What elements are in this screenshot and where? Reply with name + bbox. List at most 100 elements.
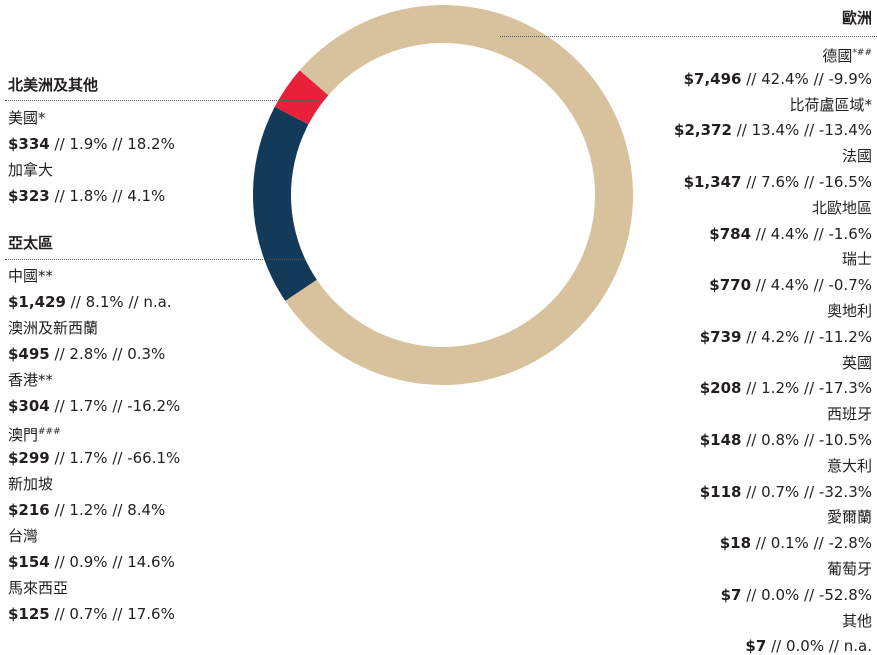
separator: // [746,482,757,501]
separator: // [755,534,766,553]
separator: // [746,173,757,191]
amount: $216 [8,501,50,519]
separator: // [736,121,747,140]
country-label: 比荷盧區域* [789,95,872,114]
country-name: 其他 [842,611,872,631]
leader-line [5,100,317,101]
separator: // [755,224,766,243]
amount: $323 [8,187,50,205]
change: -0.7% [828,276,872,295]
amount: $495 [8,345,50,363]
country-name: 澳門### [8,422,61,445]
share: 2.8% [69,345,108,363]
country-name: 加拿大 [8,160,53,180]
share: 1.7% [69,397,108,415]
amount: $118 [699,482,742,501]
separator: // [112,605,123,623]
footnote-mark: ### [38,427,61,437]
separator: // [828,637,839,655]
separator: // [771,637,782,655]
separator: // [54,397,65,415]
country-stats: $334 // 1.9% // 18.2% [8,134,175,154]
country-name: 德國*## [822,43,872,66]
separator: // [112,553,123,571]
change: -10.5% [818,431,872,449]
share: 1.2% [761,379,800,398]
donut-segment [253,106,317,301]
donut-segment [285,4,633,385]
separator: // [70,293,81,311]
country-stats: $1,347 // 7.6% // -16.5% [684,172,872,192]
change: -1.6% [828,224,872,243]
amount: $304 [8,397,50,415]
country-stats: $18 // 0.1% // -2.8% [720,533,872,553]
country-stats: $784 // 4.4% // -1.6% [709,224,872,244]
amount: $2,372 [674,121,732,140]
country-stats: $299 // 1.7% // -66.1% [8,448,180,468]
change: -32.3% [818,482,872,501]
separator: // [746,327,757,346]
country-name: 愛爾蘭 [827,507,872,527]
amount: $739 [699,327,742,346]
change: -11.2% [818,327,872,346]
country-name: 比荷盧區域* [789,95,872,115]
country-stats: $7 // 0.0% // -52.8% [721,585,872,605]
country-stats: $2,372 // 13.4% // -13.4% [674,120,872,140]
country-name: 法國 [842,146,872,166]
separator: // [804,585,815,604]
country-label: 其他 [841,611,872,630]
change: 17.6% [127,605,175,623]
separator: // [54,553,65,571]
change: -52.8% [818,585,872,604]
separator: // [804,121,815,140]
amount: $1,429 [8,293,66,311]
donut-segment [274,70,329,125]
separator: // [746,379,757,398]
country-stats: $125 // 0.7% // 17.6% [8,604,175,624]
country-name: 北歐地區 [812,198,872,218]
country-name: 瑞士 [842,249,872,269]
separator: // [54,501,65,519]
amount: $18 [719,534,752,553]
separator: // [54,187,65,205]
amount: $154 [8,553,50,571]
country-label: 愛爾蘭 [826,508,872,527]
change: -17.3% [818,379,872,398]
separator: // [746,431,757,449]
separator: // [54,605,65,623]
country-label: 香港** [8,371,54,389]
amount: $7 [720,585,742,604]
country-stats: $323 // 1.8% // 4.1% [8,186,165,206]
share: 0.0% [785,637,825,655]
separator: // [804,173,815,191]
share: 1.2% [69,501,108,519]
country-name: 奧地利 [827,301,872,321]
country-label: 加拿大 [8,161,54,179]
share: 4.4% [770,224,809,243]
separator: // [813,69,824,88]
country-label: 瑞士 [841,250,872,269]
share: 0.0% [761,585,800,604]
share: 1.7% [69,449,108,467]
amount: $148 [699,431,742,449]
change: -16.5% [818,173,872,191]
country-stats: $216 // 1.2% // 8.4% [8,500,165,520]
country-name: 西班牙 [827,404,872,424]
share: 0.8% [761,431,800,449]
amount: $784 [709,224,752,243]
region-heading: 亞太區 [8,234,54,252]
share: 13.4% [751,121,800,140]
country-label: 德國 [822,47,853,65]
change: 8.4% [127,501,166,519]
share: 4.4% [770,276,809,295]
separator: // [54,345,65,363]
separator: // [813,534,824,553]
amount: $1,347 [683,173,742,191]
share: 0.9% [69,553,108,571]
amount: $770 [709,276,752,295]
country-name: 葡萄牙 [827,559,872,579]
separator: // [746,585,757,604]
share: 8.1% [85,293,124,311]
share: 0.7% [69,605,108,623]
